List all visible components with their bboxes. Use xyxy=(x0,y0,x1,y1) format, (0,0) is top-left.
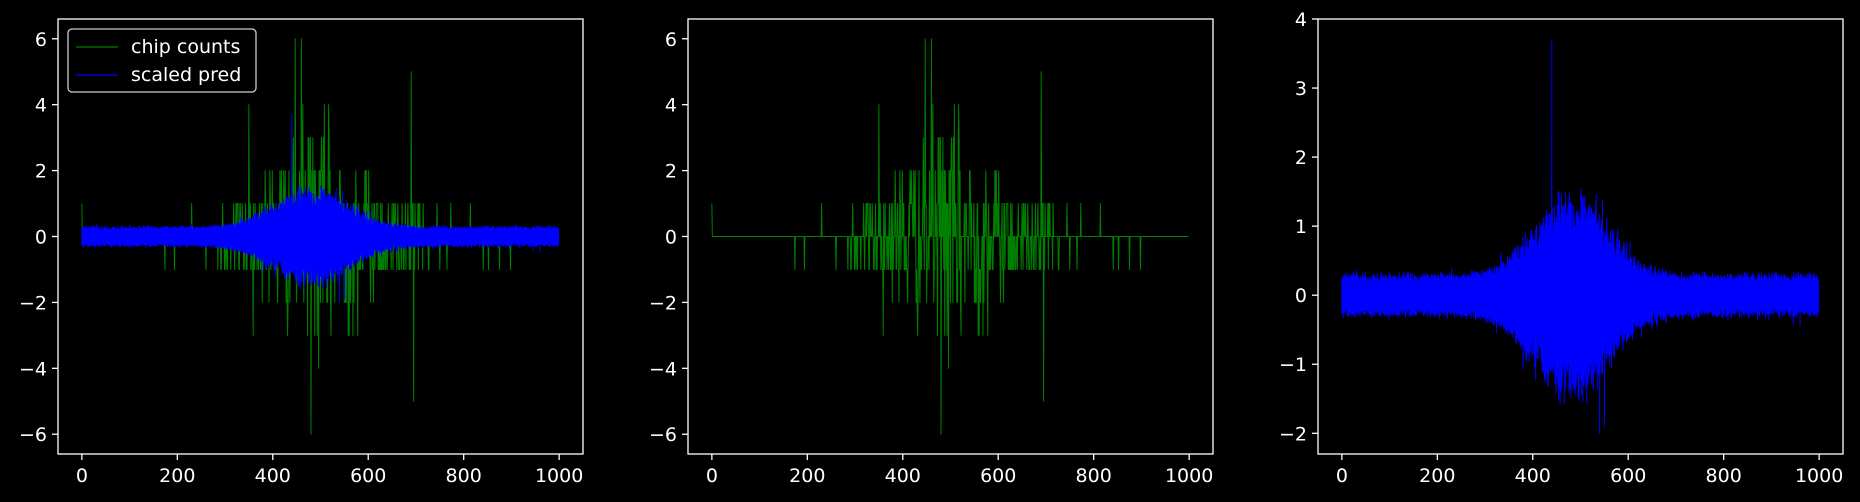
y-tick-label: 2 xyxy=(1295,147,1307,169)
y-tick-label: −4 xyxy=(649,358,677,380)
x-tick-label: 1000 xyxy=(1165,465,1213,487)
y-tick-label: −6 xyxy=(649,424,677,446)
y-tick-label: 1 xyxy=(1295,216,1307,238)
x-tick-label: 800 xyxy=(1076,465,1112,487)
y-tick-label: −2 xyxy=(649,292,677,314)
x-tick-label: 200 xyxy=(1419,465,1455,487)
x-tick-label: 1000 xyxy=(1795,465,1843,487)
chart-panel-right: 0 200 400 600 800 1000 −2 −1 0 1 2 3 4 xyxy=(1279,9,1844,487)
y-tick-label: −6 xyxy=(19,424,47,446)
y-tick-label: 3 xyxy=(1295,78,1307,100)
x-tick-label: 1000 xyxy=(535,465,583,487)
y-tick-label: 0 xyxy=(1295,285,1307,307)
legend: chip counts scaled pred xyxy=(67,28,257,93)
y-tick-label: −1 xyxy=(1279,354,1307,376)
x-tick-label: 0 xyxy=(1336,465,1348,487)
series-line-chip-counts xyxy=(711,38,1189,435)
y-tick-label: 4 xyxy=(35,95,47,117)
x-tick-label: 800 xyxy=(1706,465,1742,487)
y-tick-label: 0 xyxy=(665,227,677,249)
axes-frame xyxy=(1317,18,1844,455)
y-tick-label: 2 xyxy=(35,161,47,183)
x-tick-label: 400 xyxy=(255,465,291,487)
y-tick-label: −2 xyxy=(1279,423,1307,445)
chart-panel-middle: 0 200 400 600 800 1000 −6 −4 −2 0 2 4 6 xyxy=(649,18,1214,487)
series-line-scaled-pred xyxy=(1341,39,1820,434)
y-tick-label: 0 xyxy=(35,227,47,249)
x-tick-label: 200 xyxy=(789,465,825,487)
x-tick-label: 0 xyxy=(76,465,88,487)
x-tick-label: 400 xyxy=(1515,465,1551,487)
x-tick-label: 600 xyxy=(980,465,1016,487)
y-tick-label: 4 xyxy=(1295,9,1307,31)
x-tick-label: 400 xyxy=(885,465,921,487)
series-line-scaled-pred xyxy=(81,114,560,303)
y-tick-label: −2 xyxy=(19,292,47,314)
y-tick-label: −4 xyxy=(19,358,47,380)
x-tick-label: 0 xyxy=(706,465,718,487)
x-tick-label: 600 xyxy=(350,465,386,487)
x-tick-label: 200 xyxy=(159,465,195,487)
chart-panel-left: 0 200 400 600 800 1000 −6 −4 −2 0 2 4 6 xyxy=(19,18,584,487)
y-tick-label: 6 xyxy=(665,29,677,51)
y-tick-label: 6 xyxy=(35,29,47,51)
x-tick-label: 800 xyxy=(446,465,482,487)
y-tick-label: 4 xyxy=(665,95,677,117)
legend-frame xyxy=(67,28,257,93)
y-tick-label: 2 xyxy=(665,161,677,183)
legend-label-scaled-pred: scaled pred xyxy=(131,64,241,86)
x-tick-label: 600 xyxy=(1610,465,1646,487)
legend-label-chip-counts: chip counts xyxy=(131,36,240,58)
